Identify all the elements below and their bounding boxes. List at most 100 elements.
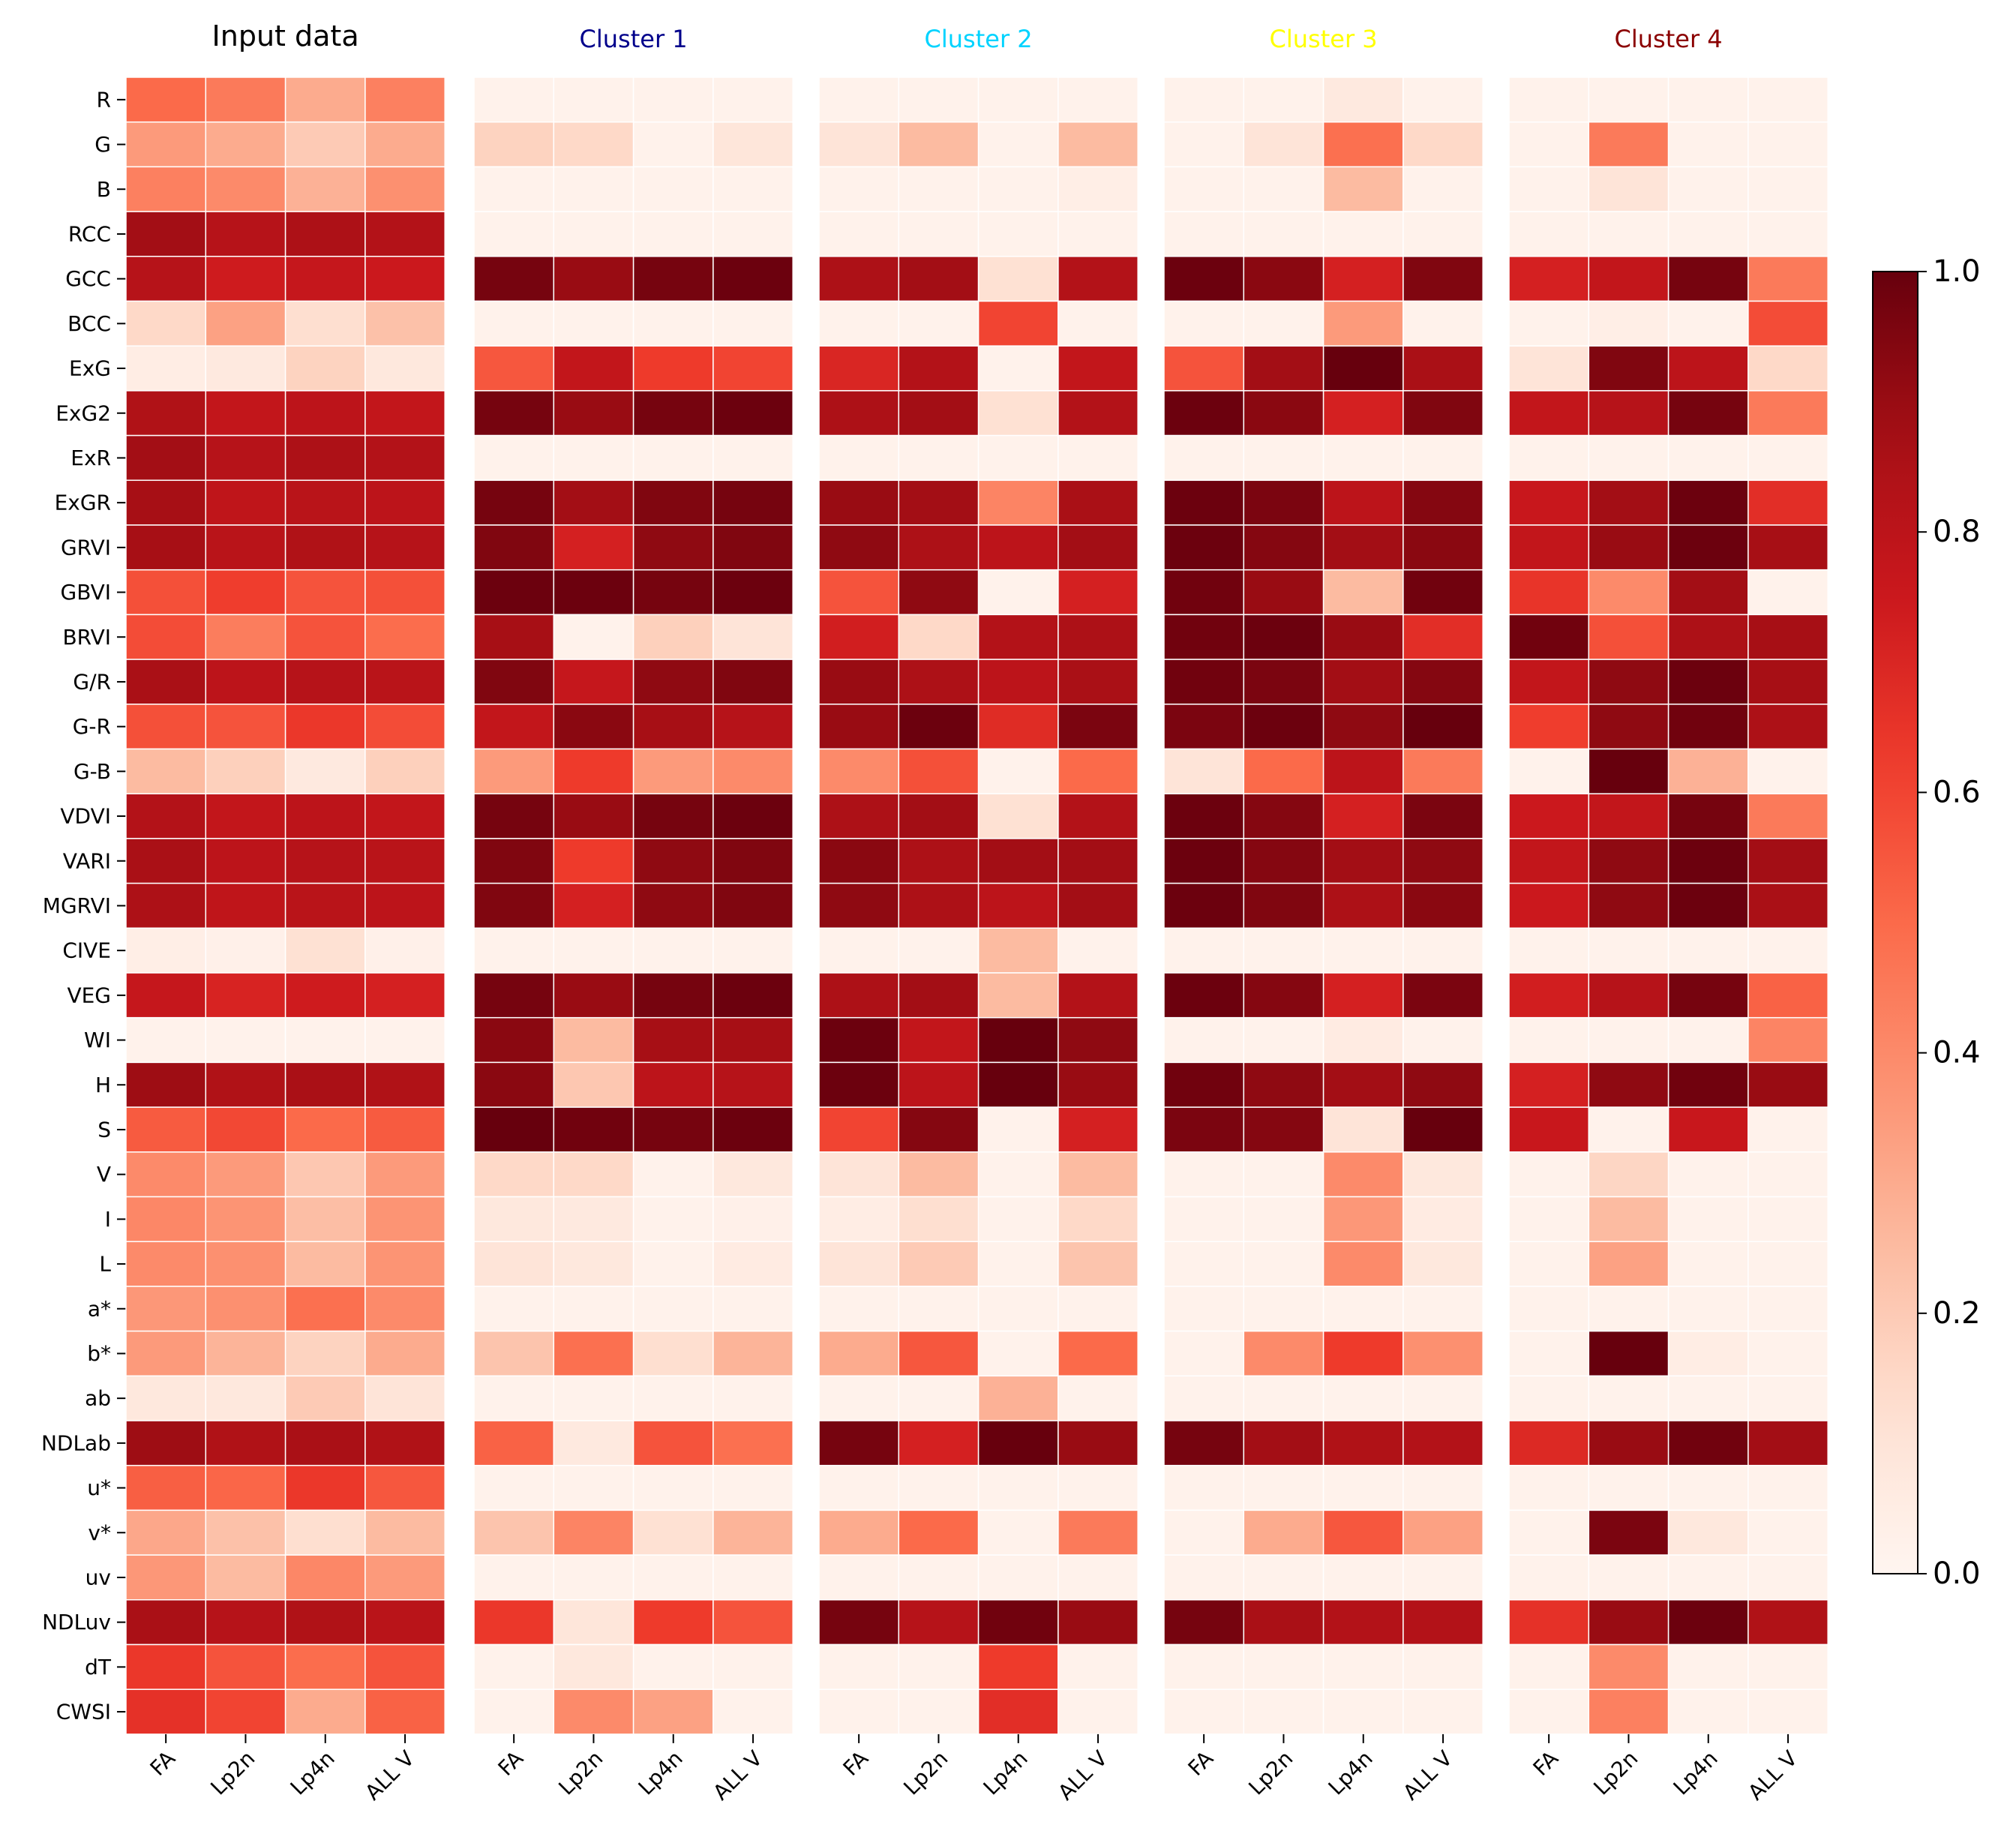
heatmap-cell	[473, 1509, 555, 1556]
heatmap-cell	[364, 569, 446, 616]
y-tick-label: VARI	[63, 848, 111, 873]
heatmap-cell	[1243, 569, 1324, 616]
heatmap-cell	[1243, 211, 1324, 257]
heatmap-cell	[818, 793, 900, 839]
heatmap-cell	[205, 1599, 286, 1646]
heatmap-cell	[1058, 1330, 1138, 1377]
heatmap-cell	[1667, 704, 1749, 750]
heatmap-cell	[364, 1106, 446, 1153]
heatmap-cell	[898, 614, 980, 660]
heatmap-cell	[205, 972, 286, 1019]
heatmap-cell	[977, 1420, 1059, 1466]
heatmap-cell	[553, 390, 634, 437]
heatmap-cell	[473, 1330, 555, 1377]
heatmap-cell	[473, 1554, 555, 1601]
heatmap-cell	[364, 211, 446, 257]
heatmap-cell	[712, 1464, 794, 1511]
heatmap-cell	[284, 166, 366, 212]
heatmap-cell	[364, 614, 446, 660]
heatmap-cell	[1667, 927, 1749, 974]
heatmap-cell	[1163, 256, 1245, 302]
heatmap-cell	[1322, 434, 1404, 482]
heatmap-cell	[1243, 1286, 1324, 1332]
heatmap-cell	[898, 1554, 980, 1601]
heatmap-cell	[712, 704, 794, 750]
heatmap-cell	[898, 1016, 980, 1064]
heatmap-cell	[1508, 748, 1590, 794]
heatmap-cell	[1748, 1688, 1828, 1735]
heatmap-cell	[977, 1330, 1059, 1377]
heatmap-cell	[284, 1016, 366, 1064]
heatmap-cell	[205, 166, 286, 212]
colorbar	[1872, 271, 1918, 1574]
heatmap-cell	[1243, 1464, 1324, 1511]
heatmap-cell	[1402, 1420, 1484, 1466]
heatmap-cell	[1058, 1509, 1138, 1556]
y-tick-label: GBVI	[61, 580, 111, 605]
heatmap-cell	[1402, 256, 1484, 302]
heatmap-cell	[473, 121, 555, 168]
heatmap-cell	[1402, 390, 1484, 437]
heatmap-cell	[1322, 793, 1404, 839]
heatmap-cell	[1163, 1330, 1245, 1377]
heatmap-cell	[712, 166, 794, 212]
heatmap-cell	[632, 1286, 714, 1332]
heatmap-cell	[712, 1599, 794, 1646]
heatmap-cell	[1163, 345, 1245, 392]
heatmap-cell	[818, 1196, 900, 1242]
heatmap-cell	[712, 434, 794, 482]
heatmap-cell	[1748, 434, 1828, 482]
heatmap-cell	[712, 882, 794, 929]
heatmap-cell	[1163, 1464, 1245, 1511]
heatmap-cell	[712, 838, 794, 884]
heatmap-cell	[1402, 345, 1484, 392]
heatmap-cell	[1243, 793, 1324, 839]
x-tick-label: FA	[1184, 1746, 1218, 1781]
heatmap-cell	[1508, 659, 1590, 705]
heatmap-cell	[364, 704, 446, 750]
heatmap-cell	[125, 1061, 207, 1108]
heatmap-cell	[898, 434, 980, 482]
heatmap-cell	[1748, 1599, 1828, 1646]
heatmap-cell	[553, 1286, 634, 1332]
x-tick-label: ALL V	[360, 1746, 419, 1805]
heatmap-cell	[712, 927, 794, 974]
heatmap-cell	[1322, 1554, 1404, 1601]
heatmap-cell	[818, 972, 900, 1019]
heatmap-cell	[205, 748, 286, 794]
heatmap-cell	[125, 1016, 207, 1064]
heatmap-cell	[364, 1061, 446, 1108]
heatmap-cell	[1748, 1196, 1828, 1242]
heatmap-cell	[1058, 434, 1138, 482]
heatmap-cell	[1163, 972, 1245, 1019]
heatmap-cell	[712, 972, 794, 1019]
heatmap-cell	[1402, 166, 1484, 212]
heatmap-cell	[1163, 1151, 1245, 1198]
heatmap-cell	[1402, 1375, 1484, 1421]
heatmap-cell	[1243, 1554, 1324, 1601]
heatmap-cell	[632, 1330, 714, 1377]
heatmap-cell	[712, 1151, 794, 1198]
heatmap-cell	[632, 390, 714, 437]
heatmap-cell	[473, 1464, 555, 1511]
heatmap-cell	[205, 1241, 286, 1287]
heatmap-cell	[125, 1688, 207, 1735]
heatmap-cell	[1508, 1061, 1590, 1108]
heatmap-cell	[1058, 345, 1138, 392]
y-tick-label: ExR	[70, 446, 111, 470]
heatmap-cell	[284, 524, 366, 571]
heatmap-cell	[898, 1061, 980, 1108]
heatmap-cell	[364, 1016, 446, 1064]
heatmap-cell	[632, 1016, 714, 1064]
heatmap-cell	[1748, 1016, 1828, 1064]
heatmap-cell	[632, 569, 714, 616]
y-tick-label: b*	[87, 1341, 111, 1366]
heatmap-cell	[125, 1643, 207, 1690]
heatmap-cell	[977, 927, 1059, 974]
heatmap-cell	[1748, 121, 1828, 168]
heatmap-cell	[364, 121, 446, 168]
heatmap-cell	[1163, 524, 1245, 571]
heatmap-cell	[1748, 1061, 1828, 1108]
heatmap-cell	[898, 1286, 980, 1332]
heatmap-cell	[1058, 1061, 1138, 1108]
